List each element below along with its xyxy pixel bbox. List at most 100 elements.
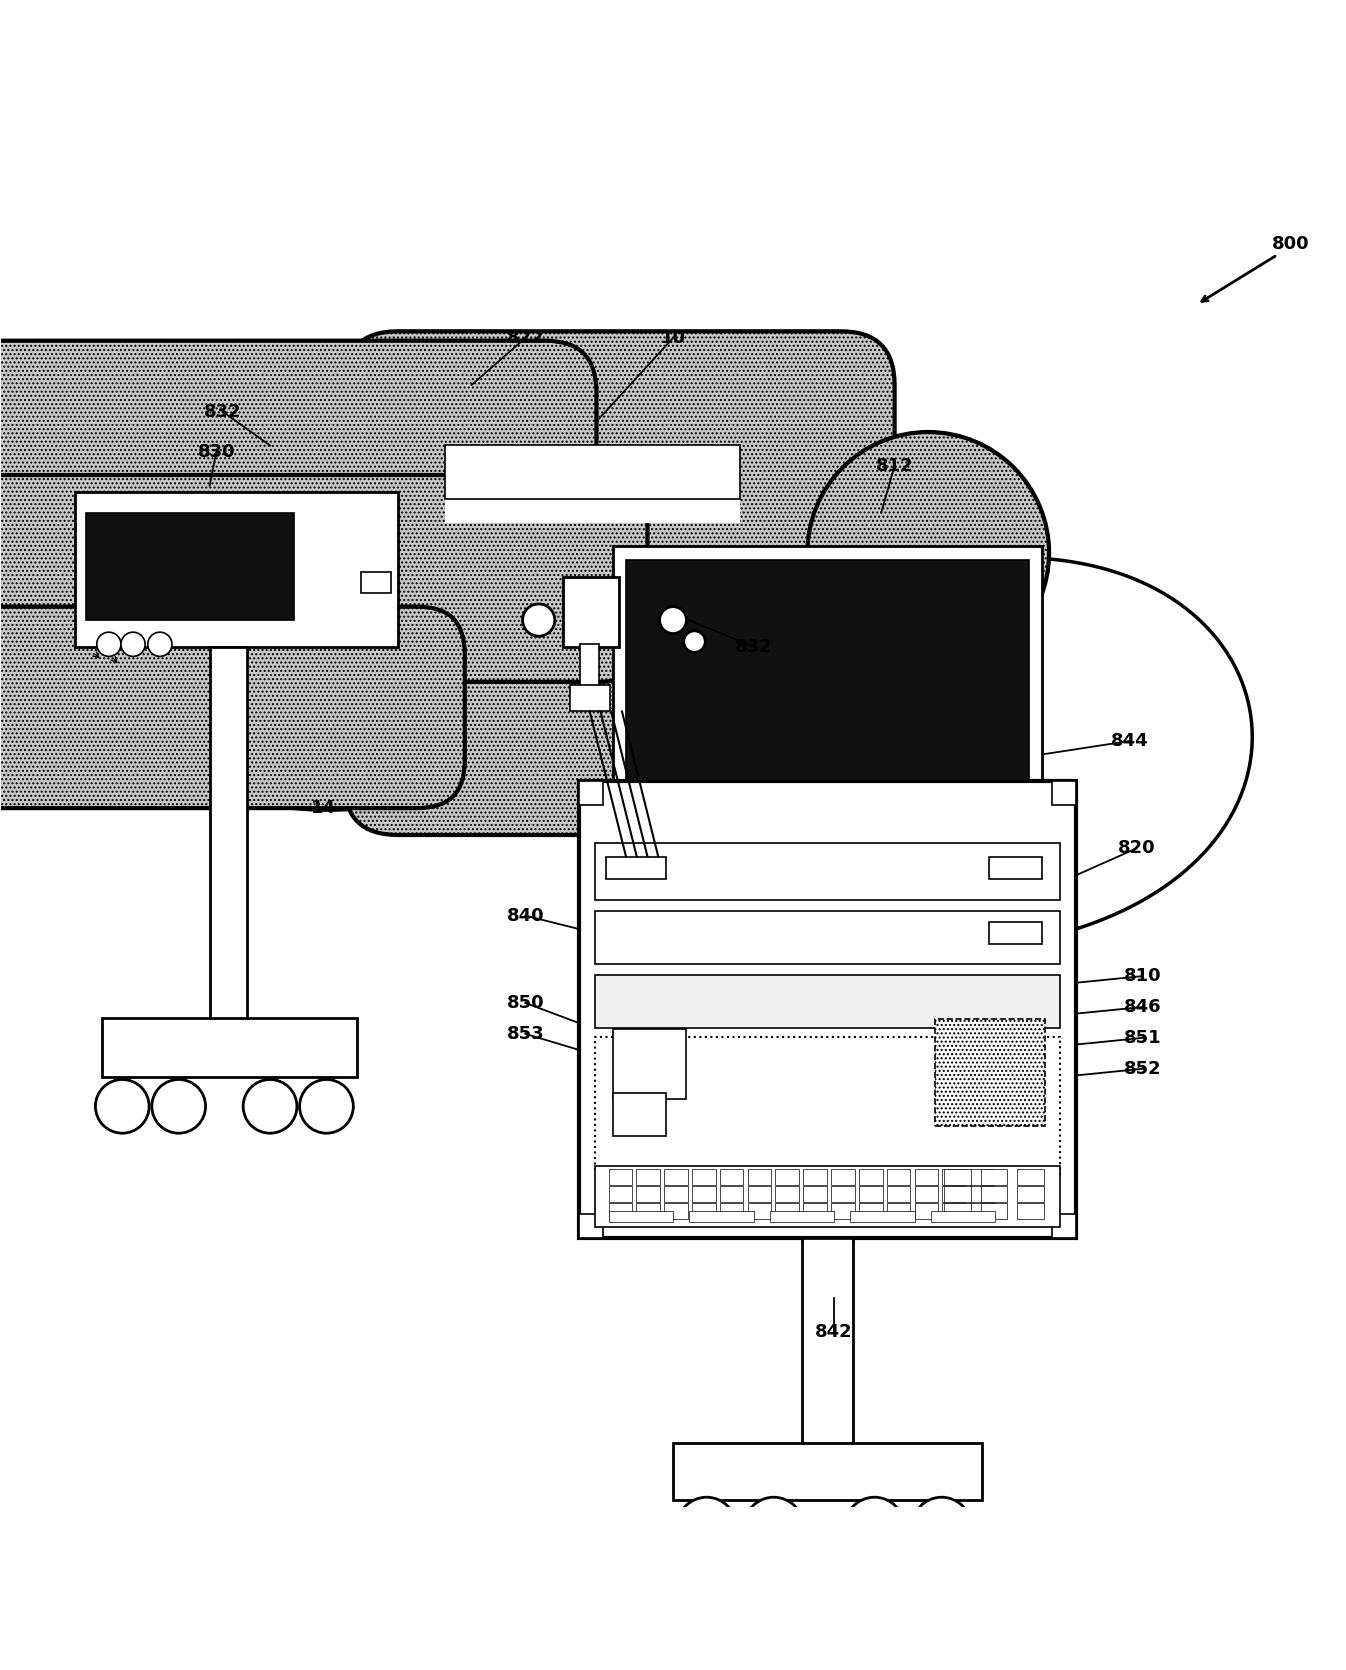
Text: 14: 14 bbox=[311, 800, 336, 817]
Bar bbox=[859, 1202, 883, 1219]
Bar bbox=[945, 1169, 972, 1184]
Bar bbox=[989, 922, 1042, 944]
FancyBboxPatch shape bbox=[0, 606, 464, 808]
Circle shape bbox=[148, 633, 172, 656]
Text: 840: 840 bbox=[506, 907, 544, 925]
Bar bbox=[830, 1186, 855, 1202]
Bar bbox=[1051, 782, 1075, 805]
Bar bbox=[612, 546, 1042, 795]
Bar bbox=[1016, 1202, 1043, 1219]
Bar bbox=[775, 1202, 800, 1219]
Text: 850: 850 bbox=[506, 994, 544, 1012]
Bar bbox=[1051, 1214, 1075, 1237]
Bar bbox=[775, 1169, 800, 1184]
Bar bbox=[595, 1037, 1059, 1174]
Bar bbox=[804, 1186, 826, 1202]
Bar bbox=[608, 1202, 633, 1219]
Bar bbox=[595, 843, 1059, 900]
Circle shape bbox=[684, 631, 705, 653]
Text: 842: 842 bbox=[816, 1323, 853, 1341]
Bar bbox=[859, 1186, 883, 1202]
Bar bbox=[444, 499, 740, 523]
Circle shape bbox=[845, 1498, 905, 1556]
Bar bbox=[673, 1443, 983, 1500]
Bar bbox=[680, 795, 976, 812]
Circle shape bbox=[300, 1079, 353, 1134]
Text: 830: 830 bbox=[198, 443, 236, 461]
Bar bbox=[989, 857, 1042, 878]
Text: 810: 810 bbox=[1124, 967, 1162, 985]
Text: 846: 846 bbox=[1124, 999, 1162, 1015]
Bar bbox=[579, 782, 1075, 1237]
Circle shape bbox=[121, 633, 145, 656]
Bar bbox=[1016, 1169, 1043, 1184]
Text: 812: 812 bbox=[876, 456, 914, 474]
Text: 852: 852 bbox=[1124, 1060, 1162, 1077]
Bar bbox=[569, 685, 610, 711]
Bar bbox=[747, 1169, 771, 1184]
Bar bbox=[720, 1202, 743, 1219]
Bar bbox=[970, 1169, 993, 1184]
Bar bbox=[804, 1202, 826, 1219]
Circle shape bbox=[808, 433, 1049, 673]
Bar bbox=[102, 1017, 357, 1077]
Bar bbox=[981, 1202, 1007, 1219]
Text: 10: 10 bbox=[661, 329, 685, 347]
Bar bbox=[970, 1202, 993, 1219]
Text: 832: 832 bbox=[205, 402, 242, 421]
Text: 844: 844 bbox=[1110, 731, 1148, 750]
Bar bbox=[981, 1186, 1007, 1202]
Bar bbox=[931, 1211, 996, 1222]
Bar bbox=[692, 1169, 716, 1184]
Bar bbox=[914, 1169, 938, 1184]
Bar bbox=[935, 1019, 1044, 1126]
Bar bbox=[720, 1186, 743, 1202]
Circle shape bbox=[913, 1498, 972, 1556]
Circle shape bbox=[97, 633, 121, 656]
Bar bbox=[608, 1211, 673, 1222]
Bar bbox=[563, 578, 619, 646]
Bar bbox=[1016, 1186, 1043, 1202]
Bar bbox=[914, 1202, 938, 1219]
Circle shape bbox=[660, 606, 686, 633]
Bar bbox=[664, 1186, 688, 1202]
Bar bbox=[887, 1186, 910, 1202]
Bar bbox=[942, 1186, 966, 1202]
Bar bbox=[595, 912, 1059, 964]
Bar bbox=[942, 1202, 966, 1219]
Bar bbox=[945, 1186, 972, 1202]
Bar bbox=[210, 646, 248, 1024]
Text: 822: 822 bbox=[506, 329, 544, 347]
Bar bbox=[579, 1214, 603, 1237]
Circle shape bbox=[744, 1498, 804, 1556]
Bar bbox=[606, 857, 666, 878]
Circle shape bbox=[677, 1498, 736, 1556]
Text: 800: 800 bbox=[1272, 235, 1310, 252]
Bar bbox=[859, 1169, 883, 1184]
Bar bbox=[612, 1092, 666, 1136]
Circle shape bbox=[152, 1079, 206, 1134]
Bar bbox=[75, 493, 397, 646]
Bar bbox=[887, 1202, 910, 1219]
Bar bbox=[787, 792, 868, 835]
Bar bbox=[720, 1169, 743, 1184]
Bar bbox=[626, 559, 1028, 782]
FancyBboxPatch shape bbox=[0, 474, 647, 681]
Bar bbox=[692, 1202, 716, 1219]
Bar bbox=[637, 1169, 660, 1184]
Text: 820: 820 bbox=[1117, 840, 1155, 857]
Bar bbox=[637, 1202, 660, 1219]
Bar bbox=[775, 1186, 800, 1202]
Bar bbox=[747, 1202, 771, 1219]
Bar bbox=[945, 1202, 972, 1219]
Bar bbox=[595, 1166, 1059, 1227]
Bar bbox=[580, 645, 599, 688]
Bar bbox=[361, 571, 390, 593]
Bar bbox=[981, 1169, 1007, 1184]
Bar bbox=[444, 446, 740, 499]
Bar bbox=[86, 513, 295, 620]
Bar bbox=[830, 1169, 855, 1184]
Bar bbox=[851, 1211, 915, 1222]
Bar bbox=[608, 1186, 633, 1202]
FancyBboxPatch shape bbox=[345, 331, 895, 835]
